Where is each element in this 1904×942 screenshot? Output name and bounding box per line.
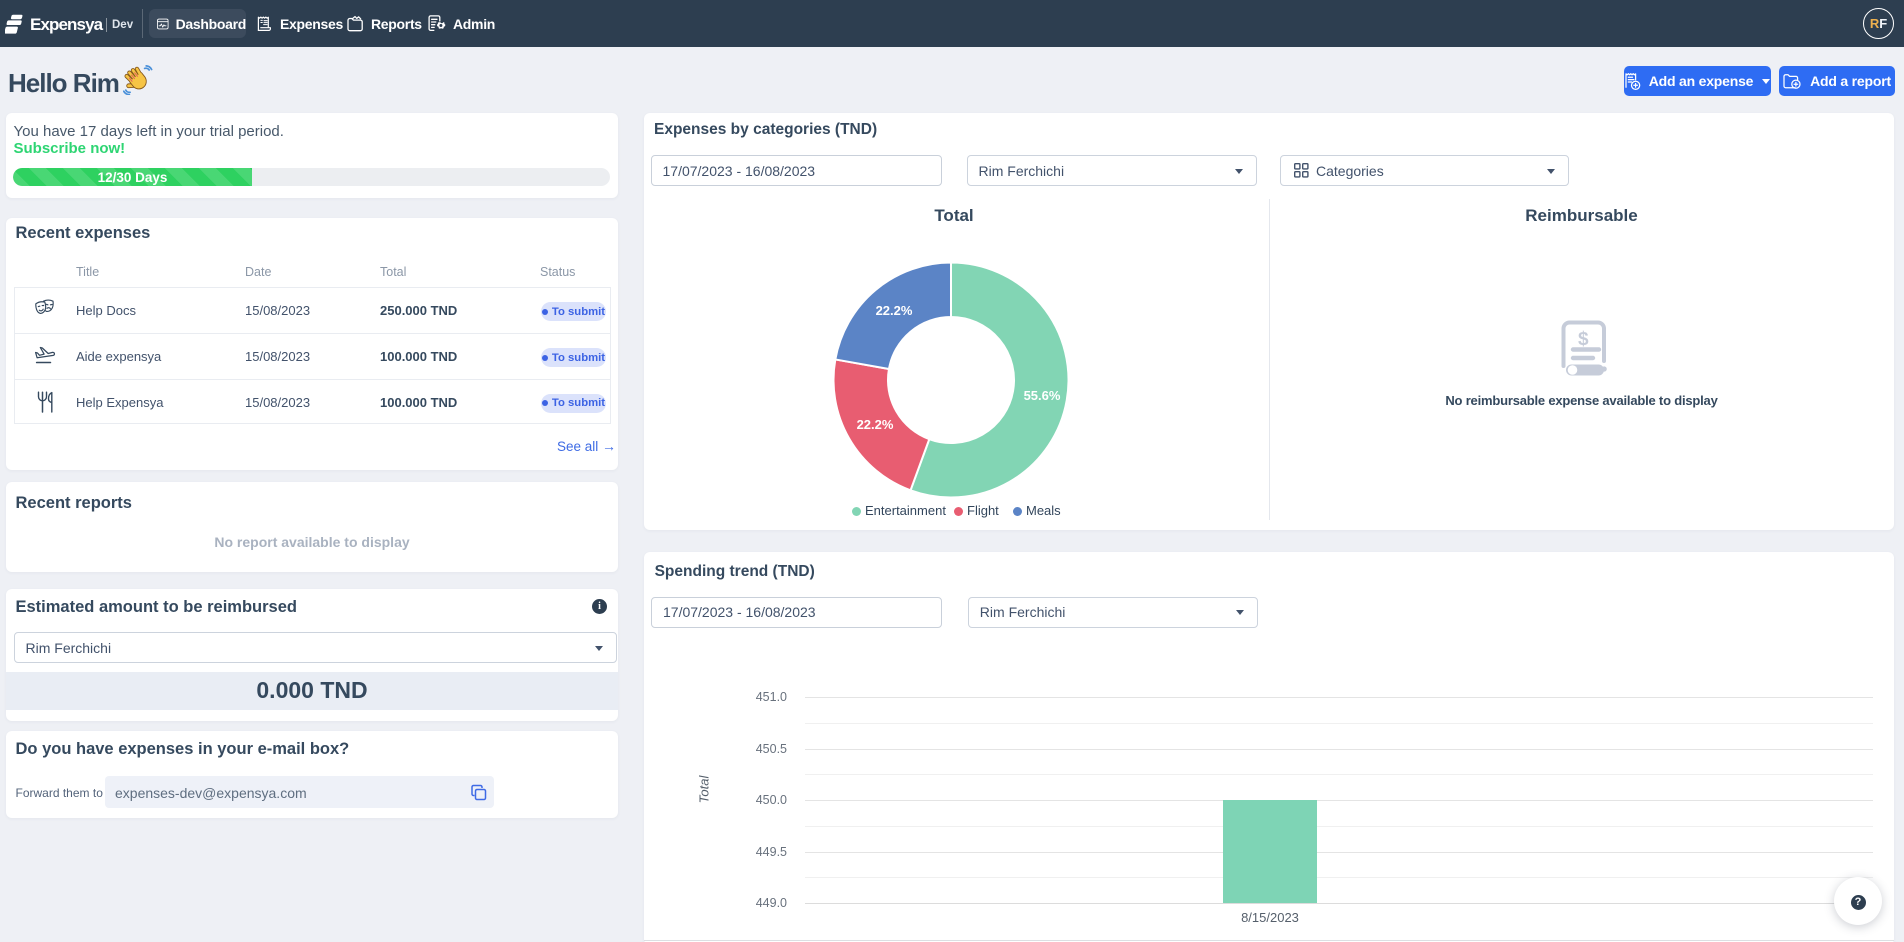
svg-text:$: $ — [1578, 329, 1589, 350]
